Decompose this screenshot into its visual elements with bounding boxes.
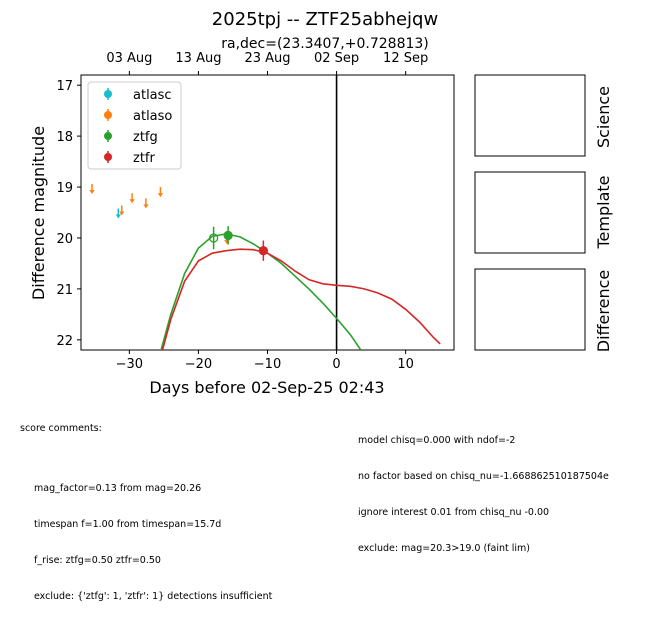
main-axes: −30 −20 −10 0 10 03 Aug 13 Aug 23 Aug 02 Sep 12 S…	[56, 51, 455, 372]
score-comment-line: mag_factor=0.13 from mag=20.26	[34, 483, 202, 494]
limit-arrowhead	[129, 199, 135, 204]
legend-box	[87, 81, 182, 170]
top-x-tick-label: 12 Sep	[383, 51, 428, 66]
legend-marker	[104, 90, 112, 98]
data-point	[223, 230, 233, 241]
limit-arrowhead	[89, 190, 95, 195]
plot-content	[89, 75, 441, 350]
atlaso-upper-limit	[119, 205, 125, 216]
atlasc-upper-limit	[115, 208, 121, 219]
score-comment-line: timespan f=1.00 from timespan=15.7d	[34, 519, 222, 530]
y-tick-label: 18	[56, 130, 73, 145]
atlaso-upper-limit	[129, 193, 135, 204]
template-panel	[474, 171, 586, 254]
atlaso-upper-limit	[157, 187, 164, 198]
x-tick-label: 0	[332, 357, 340, 372]
score-comments-list: mag_factor=0.13 from mag=20.26 timespan …	[20, 459, 272, 627]
y-tick-label: 19	[56, 181, 73, 196]
y-tick-label: 17	[56, 79, 73, 94]
x-tick-label: −30	[116, 357, 143, 372]
data-point	[208, 233, 219, 243]
legend-marker	[104, 132, 112, 140]
difference-panel	[474, 268, 586, 351]
x-axis-label: Days before 02-Sep-25 02:43	[149, 378, 384, 397]
top-x-tick-label: 02 Sep	[314, 51, 359, 66]
legend-marker	[104, 153, 112, 161]
model-comment-line: no factor based on chisq_nu=-1.668862510…	[358, 471, 609, 482]
limit-arrowhead	[143, 204, 149, 209]
ztfg-detection	[223, 226, 233, 245]
legend: atlasc atlaso ztfg ztfr	[87, 81, 182, 170]
y-tick-label: 22	[56, 334, 73, 349]
legend-label-ztfg: ztfg	[133, 130, 158, 145]
limit-arrowhead	[115, 214, 121, 219]
limit-arrowhead	[119, 211, 125, 216]
y-tick-label: 21	[56, 283, 73, 298]
figure-title: 2025tpj -- ZTF25abhejqw	[212, 9, 438, 30]
legend-label-ztfr: ztfr	[133, 151, 155, 166]
ztfg-detection	[208, 226, 219, 250]
top-x-tick-label: 13 Aug	[175, 51, 221, 66]
limit-arrowhead	[157, 193, 164, 198]
ztfr-detection	[258, 240, 269, 261]
lightcurve-figure: 2025tpj -- ZTF25abhejqw ra,dec=(23.3407,…	[29, 9, 613, 397]
x-tick-label: 10	[397, 357, 414, 372]
atlaso-upper-limit	[89, 184, 95, 195]
score-comment-line: exclude: {'ztfg': 1, 'ztfr': 1} detectio…	[34, 591, 273, 602]
model-comment-line: model chisq=0.000 with ndof=-2	[358, 435, 516, 446]
top-x-tick-label: 03 Aug	[106, 51, 152, 66]
score-comments: score comments: mag_factor=0.13 from mag…	[20, 399, 272, 639]
ztfr-model-curve	[161, 248, 441, 350]
data-layer	[89, 75, 441, 350]
y-tick-label: 20	[56, 232, 73, 247]
legend-marker	[104, 111, 112, 119]
legend-label-atlaso: atlaso	[133, 109, 172, 124]
science-label: Science	[594, 86, 613, 148]
difference-label: Difference	[594, 270, 613, 352]
x-tick-label: −10	[254, 357, 281, 372]
x-tick-label: −20	[185, 357, 212, 372]
model-comment-line: ignore interest 0.01 from chisq_nu -0.00	[358, 507, 550, 518]
atlaso-upper-limit	[143, 198, 149, 209]
model-comments: model chisq=0.000 with ndof=-2 no factor…	[358, 411, 650, 567]
top-x-tick-label: 23 Aug	[244, 51, 290, 66]
model-comment-line: exclude: mag=20.3>19.0 (faint lim)	[358, 543, 530, 554]
science-panel	[474, 74, 586, 157]
legend-label-atlasc: atlasc	[133, 88, 172, 103]
data-point	[258, 246, 269, 256]
figure-subtitle: ra,dec=(23.3407,+0.728813)	[221, 36, 429, 52]
score-comment-line: f_rise: ztfg=0.50 ztfr=0.50	[34, 555, 161, 566]
y-axis-label: Difference magnitude	[29, 126, 48, 300]
score-comments-header: score comments:	[20, 423, 102, 434]
template-label: Template	[594, 175, 613, 249]
